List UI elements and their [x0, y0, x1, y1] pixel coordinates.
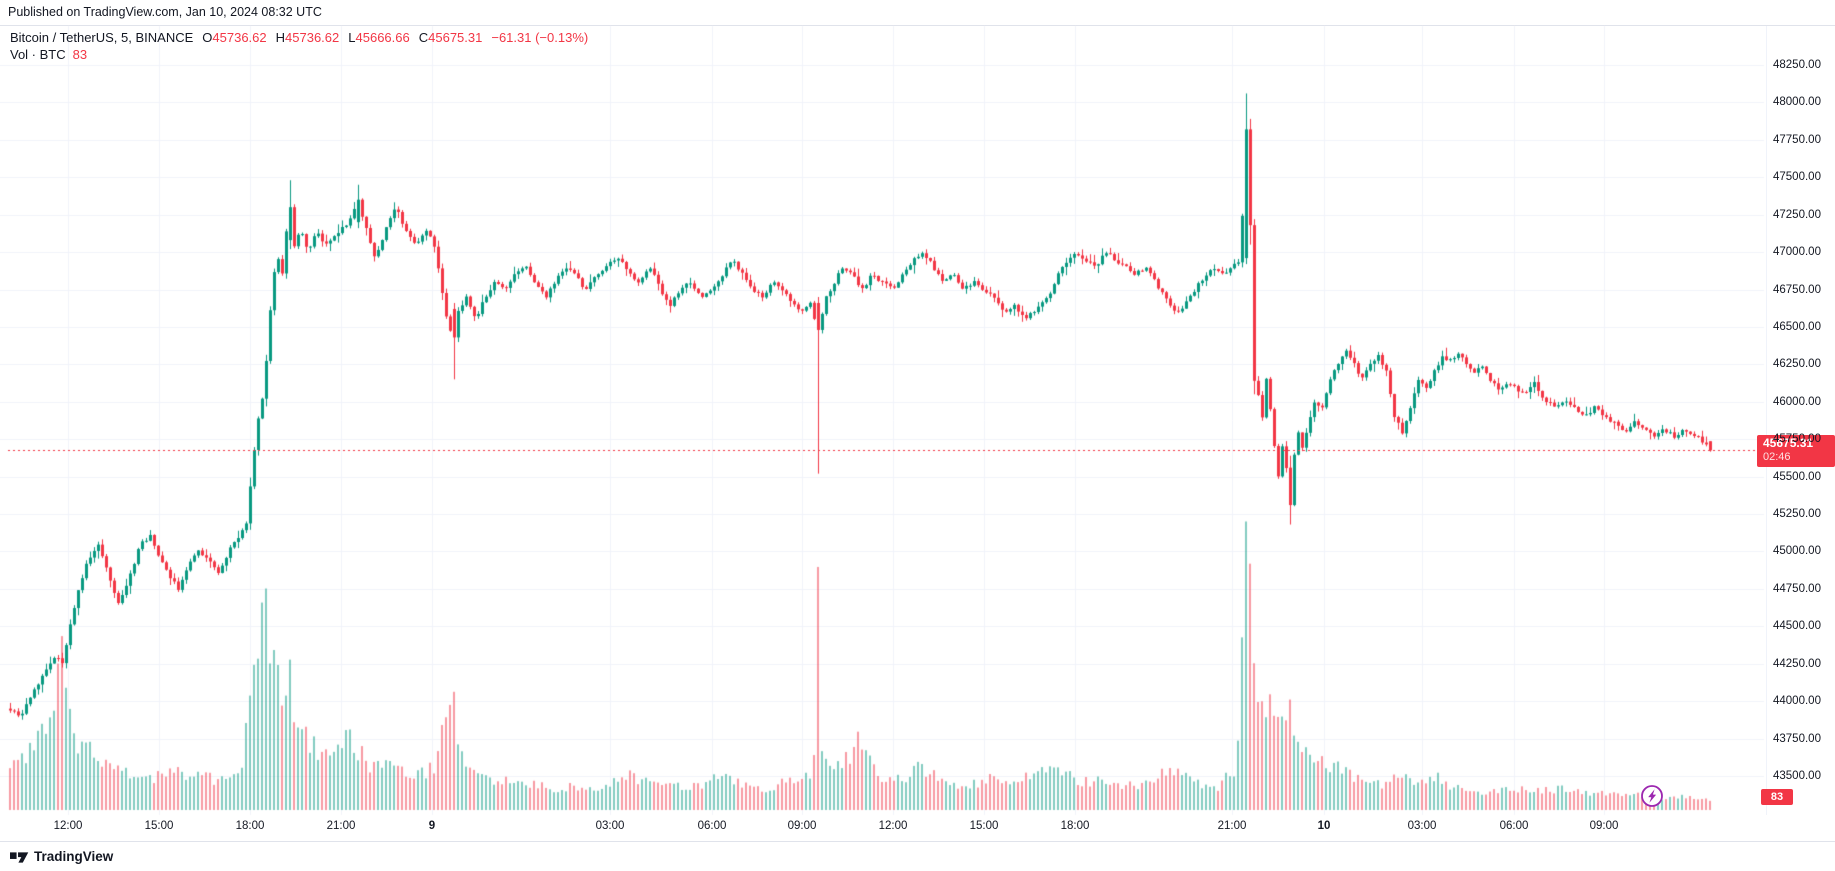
price-tick-label: 44500.00	[1773, 620, 1821, 633]
price-tick-label: 44250.00	[1773, 657, 1821, 670]
volume-value: 83	[72, 47, 88, 62]
price-tick-label: 45000.00	[1773, 545, 1821, 558]
time-tick-label: 18:00	[1060, 820, 1090, 832]
time-tick-label: 15:00	[969, 820, 999, 832]
close-label: C	[418, 30, 429, 45]
price-tick-label: 46750.00	[1773, 283, 1821, 296]
price-tick-label: 45250.00	[1773, 508, 1821, 521]
volume-axis-badge: 83	[1761, 789, 1793, 805]
price-tick-label: 44000.00	[1773, 695, 1821, 708]
time-tick-label: 21:00	[1217, 820, 1247, 832]
time-tick-label: 18:00	[235, 820, 265, 832]
time-tick-label: 9	[428, 820, 436, 832]
symbol-legend[interactable]: Bitcoin / TetherUS, 5, BINANCE O45736.62…	[10, 30, 588, 45]
bar-countdown: 02:46	[1763, 451, 1791, 464]
tradingview-brand-text[interactable]: TradingView	[34, 849, 114, 864]
price-tick-label: 46500.00	[1773, 320, 1821, 333]
tradingview-logo-icon[interactable]	[10, 850, 29, 865]
last-price-value: 45675.31	[1763, 436, 1814, 451]
footer-bar: TradingView	[0, 841, 1835, 871]
price-tick-label: 47500.00	[1773, 171, 1821, 184]
last-price-badge: 45675.31 02:46	[1757, 435, 1835, 467]
time-tick-label: 03:00	[1407, 820, 1437, 832]
time-tick-label: 15:00	[144, 820, 174, 832]
price-tick-label: 46000.00	[1773, 395, 1821, 408]
time-tick-label: 03:00	[595, 820, 625, 832]
high-label: H	[275, 30, 286, 45]
time-tick-label: 06:00	[697, 820, 727, 832]
open-label: O	[202, 30, 213, 45]
price-scale[interactable]: 45675.31 02:46 83 48250.00 48000.00 47750.…	[1757, 26, 1835, 815]
low-label: L	[348, 30, 356, 45]
symbol-title: Bitcoin / TetherUS, 5, BINANCE	[10, 30, 194, 45]
lightning-bolt-icon	[1641, 785, 1663, 807]
price-tick-label: 48000.00	[1773, 96, 1821, 109]
time-tick-label: 06:00	[1499, 820, 1529, 832]
price-tick-label: 47000.00	[1773, 246, 1821, 259]
price-tick-label: 45500.00	[1773, 470, 1821, 483]
volume-legend[interactable]: Vol · BTC 83	[10, 47, 87, 62]
price-tick-label: 47750.00	[1773, 133, 1821, 146]
time-tick-label: 12:00	[53, 820, 83, 832]
price-tick-label: 46250.00	[1773, 358, 1821, 371]
time-tick-label: 21:00	[326, 820, 356, 832]
price-tick-label: 45750.00	[1773, 433, 1821, 446]
high-value: 45736.62	[285, 30, 340, 45]
price-tick-label: 43500.00	[1773, 769, 1821, 782]
low-value: 45666.66	[355, 30, 410, 45]
time-tick-label: 09:00	[787, 820, 817, 832]
close-value: 45675.31	[428, 30, 483, 45]
price-tick-label: 47250.00	[1773, 208, 1821, 221]
volume-label: Vol · BTC	[10, 47, 66, 62]
price-tick-label: 44750.00	[1773, 582, 1821, 595]
time-tick-label: 12:00	[878, 820, 908, 832]
time-tick-label: 10	[1317, 820, 1331, 832]
price-tick-label: 43750.00	[1773, 732, 1821, 745]
time-scale[interactable]: 12:00 15:00 18:00 21:00 9 03:00 06:00 09:00 12:0…	[0, 816, 1766, 841]
boost-flash-button[interactable]	[1640, 784, 1664, 808]
price-tick-label: 48250.00	[1773, 59, 1821, 71]
open-value: 45736.62	[212, 30, 267, 45]
time-tick-label: 09:00	[1589, 820, 1619, 832]
change-value: −61.31 (−0.13%)	[491, 30, 589, 45]
